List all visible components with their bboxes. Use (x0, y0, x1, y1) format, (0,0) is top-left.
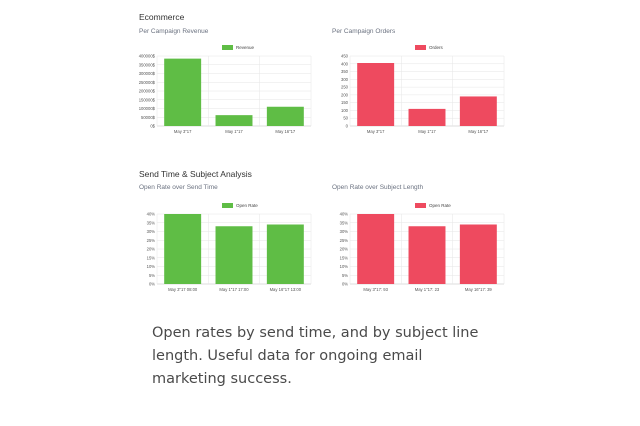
legend-label: Open Rate (429, 203, 451, 208)
y-tick-label: 50000$ (141, 115, 156, 120)
send-time-chart: 0% 5% 10% 15% 20% 25% 30% 35% 40% May 3"17 08:00 M… (135, 200, 315, 298)
y-tick-label: 0$ (150, 124, 155, 129)
y-tick-label: 350 (341, 69, 349, 74)
subject-length-chart-title: Open Rate over Subject Length (332, 184, 424, 191)
y-tick-label: 250 (341, 85, 349, 90)
bar (215, 115, 253, 126)
send-time-chart-title: Open Rate over Send Time (139, 184, 218, 191)
legend-swatch (415, 45, 426, 50)
bar (459, 96, 497, 126)
y-tick-label: 10% (340, 264, 349, 269)
bar (164, 214, 202, 284)
y-tick-label: 5% (149, 273, 155, 278)
x-tick-label: May 3"17 (174, 129, 192, 134)
y-tick-label: 300000$ (139, 71, 156, 76)
x-tick-label: May 1"17 (225, 129, 243, 134)
x-tick-label: May 16"17: 39 (465, 287, 493, 292)
y-tick-label: 450 (341, 54, 349, 59)
ecommerce-section-title: Ecommerce (139, 12, 185, 22)
bar (408, 108, 446, 126)
y-tick-label: 400 (341, 61, 349, 66)
y-tick-label: 200000$ (139, 89, 156, 94)
send-time-section-title: Send Time & Subject Analysis (139, 169, 252, 179)
legend-swatch (415, 203, 426, 208)
y-tick-label: 40% (147, 212, 156, 217)
y-tick-label: 400000$ (139, 54, 156, 59)
y-tick-label: 30% (147, 229, 156, 234)
y-tick-label: 25% (340, 238, 349, 243)
y-tick-label: 300 (341, 77, 349, 82)
y-tick-label: 20% (340, 247, 349, 252)
revenue-chart: 0$ 50000$ 100000$ 150000$ 200000$ 250000$ 3000… (135, 42, 315, 140)
bar (357, 63, 395, 126)
subject-length-chart: 0% 5% 10% 15% 20% 25% 30% 35% 40% May 3"17: 93 May… (328, 200, 508, 298)
y-tick-label: 30% (340, 229, 349, 234)
bar (266, 224, 304, 284)
x-tick-label: May 3"17 08:00 (168, 287, 198, 292)
caption-text: Open rates by send time, and by subject … (152, 325, 479, 387)
bar (266, 106, 304, 126)
orders-chart-title: Per Campaign Orders (332, 28, 396, 35)
bar (215, 226, 253, 284)
y-tick-label: 35% (147, 220, 156, 225)
x-tick-label: May 1"17 (418, 129, 436, 134)
y-tick-label: 150 (341, 100, 349, 105)
y-tick-label: 0 (346, 124, 349, 129)
y-tick-label: 25% (147, 238, 156, 243)
revenue-chart-title: Per Campaign Revenue (139, 28, 209, 35)
y-tick-label: 10% (147, 264, 156, 269)
y-tick-label: 200 (341, 92, 349, 97)
legend-label: Open Rate (236, 203, 258, 208)
legend-label: Orders (429, 45, 444, 50)
y-tick-label: 350000$ (139, 62, 156, 67)
bar (408, 226, 446, 284)
y-tick-label: 0% (342, 282, 348, 287)
y-tick-label: 35% (340, 220, 349, 225)
bar (164, 58, 202, 126)
x-tick-label: May 3"17: 93 (363, 287, 388, 292)
y-tick-label: 15% (147, 255, 156, 260)
x-tick-label: May 16"17 (275, 129, 296, 134)
y-tick-label: 100000$ (139, 106, 156, 111)
y-tick-label: 0% (149, 282, 155, 287)
y-tick-label: 250000$ (139, 80, 156, 85)
bar (459, 224, 497, 284)
bar (357, 214, 395, 284)
legend-swatch (222, 203, 233, 208)
x-tick-label: May 1"17 17:00 (219, 287, 249, 292)
y-tick-label: 150000$ (139, 97, 156, 102)
x-tick-label: May 16"17 (468, 129, 489, 134)
legend-swatch (222, 45, 233, 50)
y-tick-label: 50 (343, 116, 348, 121)
x-tick-label: May 1"17: 23 (415, 287, 440, 292)
y-tick-label: 20% (147, 247, 156, 252)
y-tick-label: 5% (342, 273, 348, 278)
y-tick-label: 40% (340, 212, 349, 217)
y-tick-label: 100 (341, 108, 349, 113)
x-tick-label: May 16"17 13:00 (270, 287, 302, 292)
x-tick-label: May 3"17 (367, 129, 385, 134)
legend-label: Revenue (236, 45, 255, 50)
y-tick-label: 15% (340, 255, 349, 260)
orders-chart: 0 50 100 150 200 250 300 350 400 450 May 3"17 May 1… (328, 42, 508, 140)
